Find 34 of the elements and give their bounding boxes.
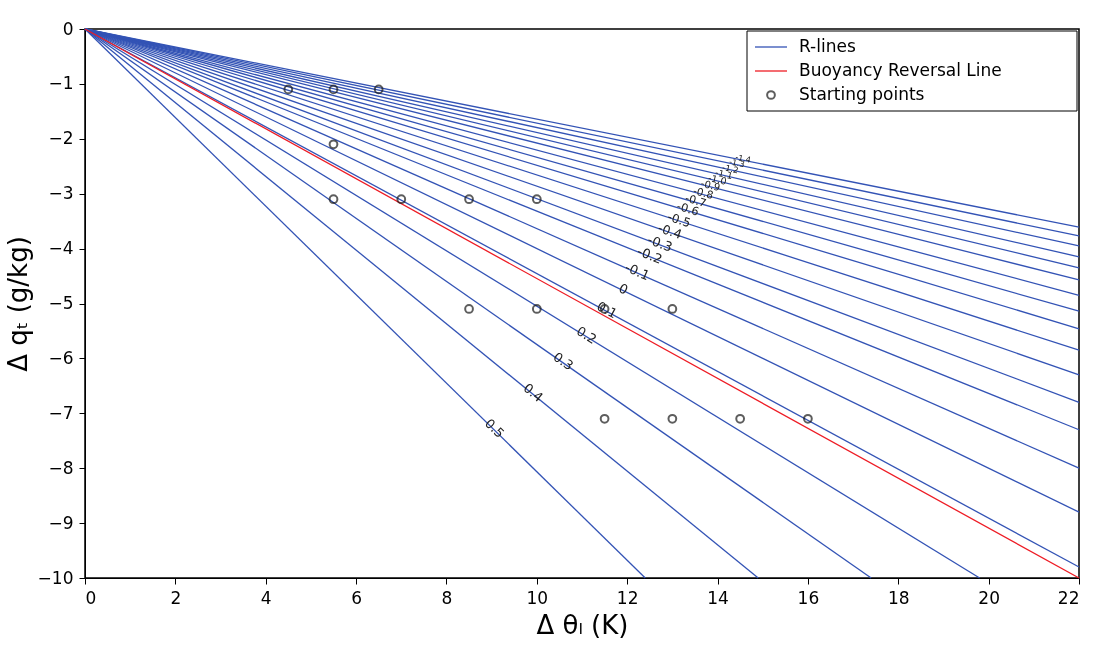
y-tick-label: −10 [37, 567, 74, 588]
y-tick-label: 0 [62, 18, 74, 39]
x-tick-label: 6 [351, 587, 362, 608]
y-tick-label: −2 [48, 128, 74, 149]
x-tick-label: 22 [1057, 587, 1080, 608]
annotation: 0.3 [550, 349, 577, 374]
x-tick-label: 14 [707, 587, 729, 608]
y-tick-label: −1 [48, 73, 74, 94]
y-tick-label: −4 [48, 238, 74, 259]
x-tick-label: 18 [887, 587, 910, 608]
legend-label: Starting points [799, 84, 925, 104]
x-tick-label: 4 [260, 587, 272, 608]
annotation: 0.2 [573, 323, 600, 347]
y-tick-label: −5 [48, 293, 74, 313]
annotation: 0.4 [520, 380, 547, 405]
x-axis-title: Δ θₗ (K) [536, 609, 629, 640]
legend-label: R-lines [799, 36, 856, 56]
y-tick-label: −9 [48, 512, 74, 533]
x-tick-label: 8 [441, 587, 453, 608]
x-tick-label: 0 [85, 587, 97, 608]
x-tick-label: 20 [978, 587, 1000, 608]
y-axis-title: Δ qₜ (g/kg) [2, 236, 33, 372]
x-tick-label: 10 [526, 587, 549, 608]
y-tick-label: −8 [48, 457, 74, 478]
x-tick-label: 2 [170, 587, 182, 608]
y-tick-label: −7 [48, 402, 74, 423]
legend-label: Buoyancy Reversal Line [799, 60, 1002, 80]
x-tick-label: 12 [616, 587, 639, 608]
y-tick-label: −3 [48, 183, 74, 204]
y-tick-label: −6 [48, 347, 74, 368]
annotation: 0.1 [594, 298, 620, 322]
annotation: 0 [616, 280, 631, 298]
x-tick-label: 16 [797, 587, 820, 608]
annotation: 0.5 [481, 415, 508, 441]
